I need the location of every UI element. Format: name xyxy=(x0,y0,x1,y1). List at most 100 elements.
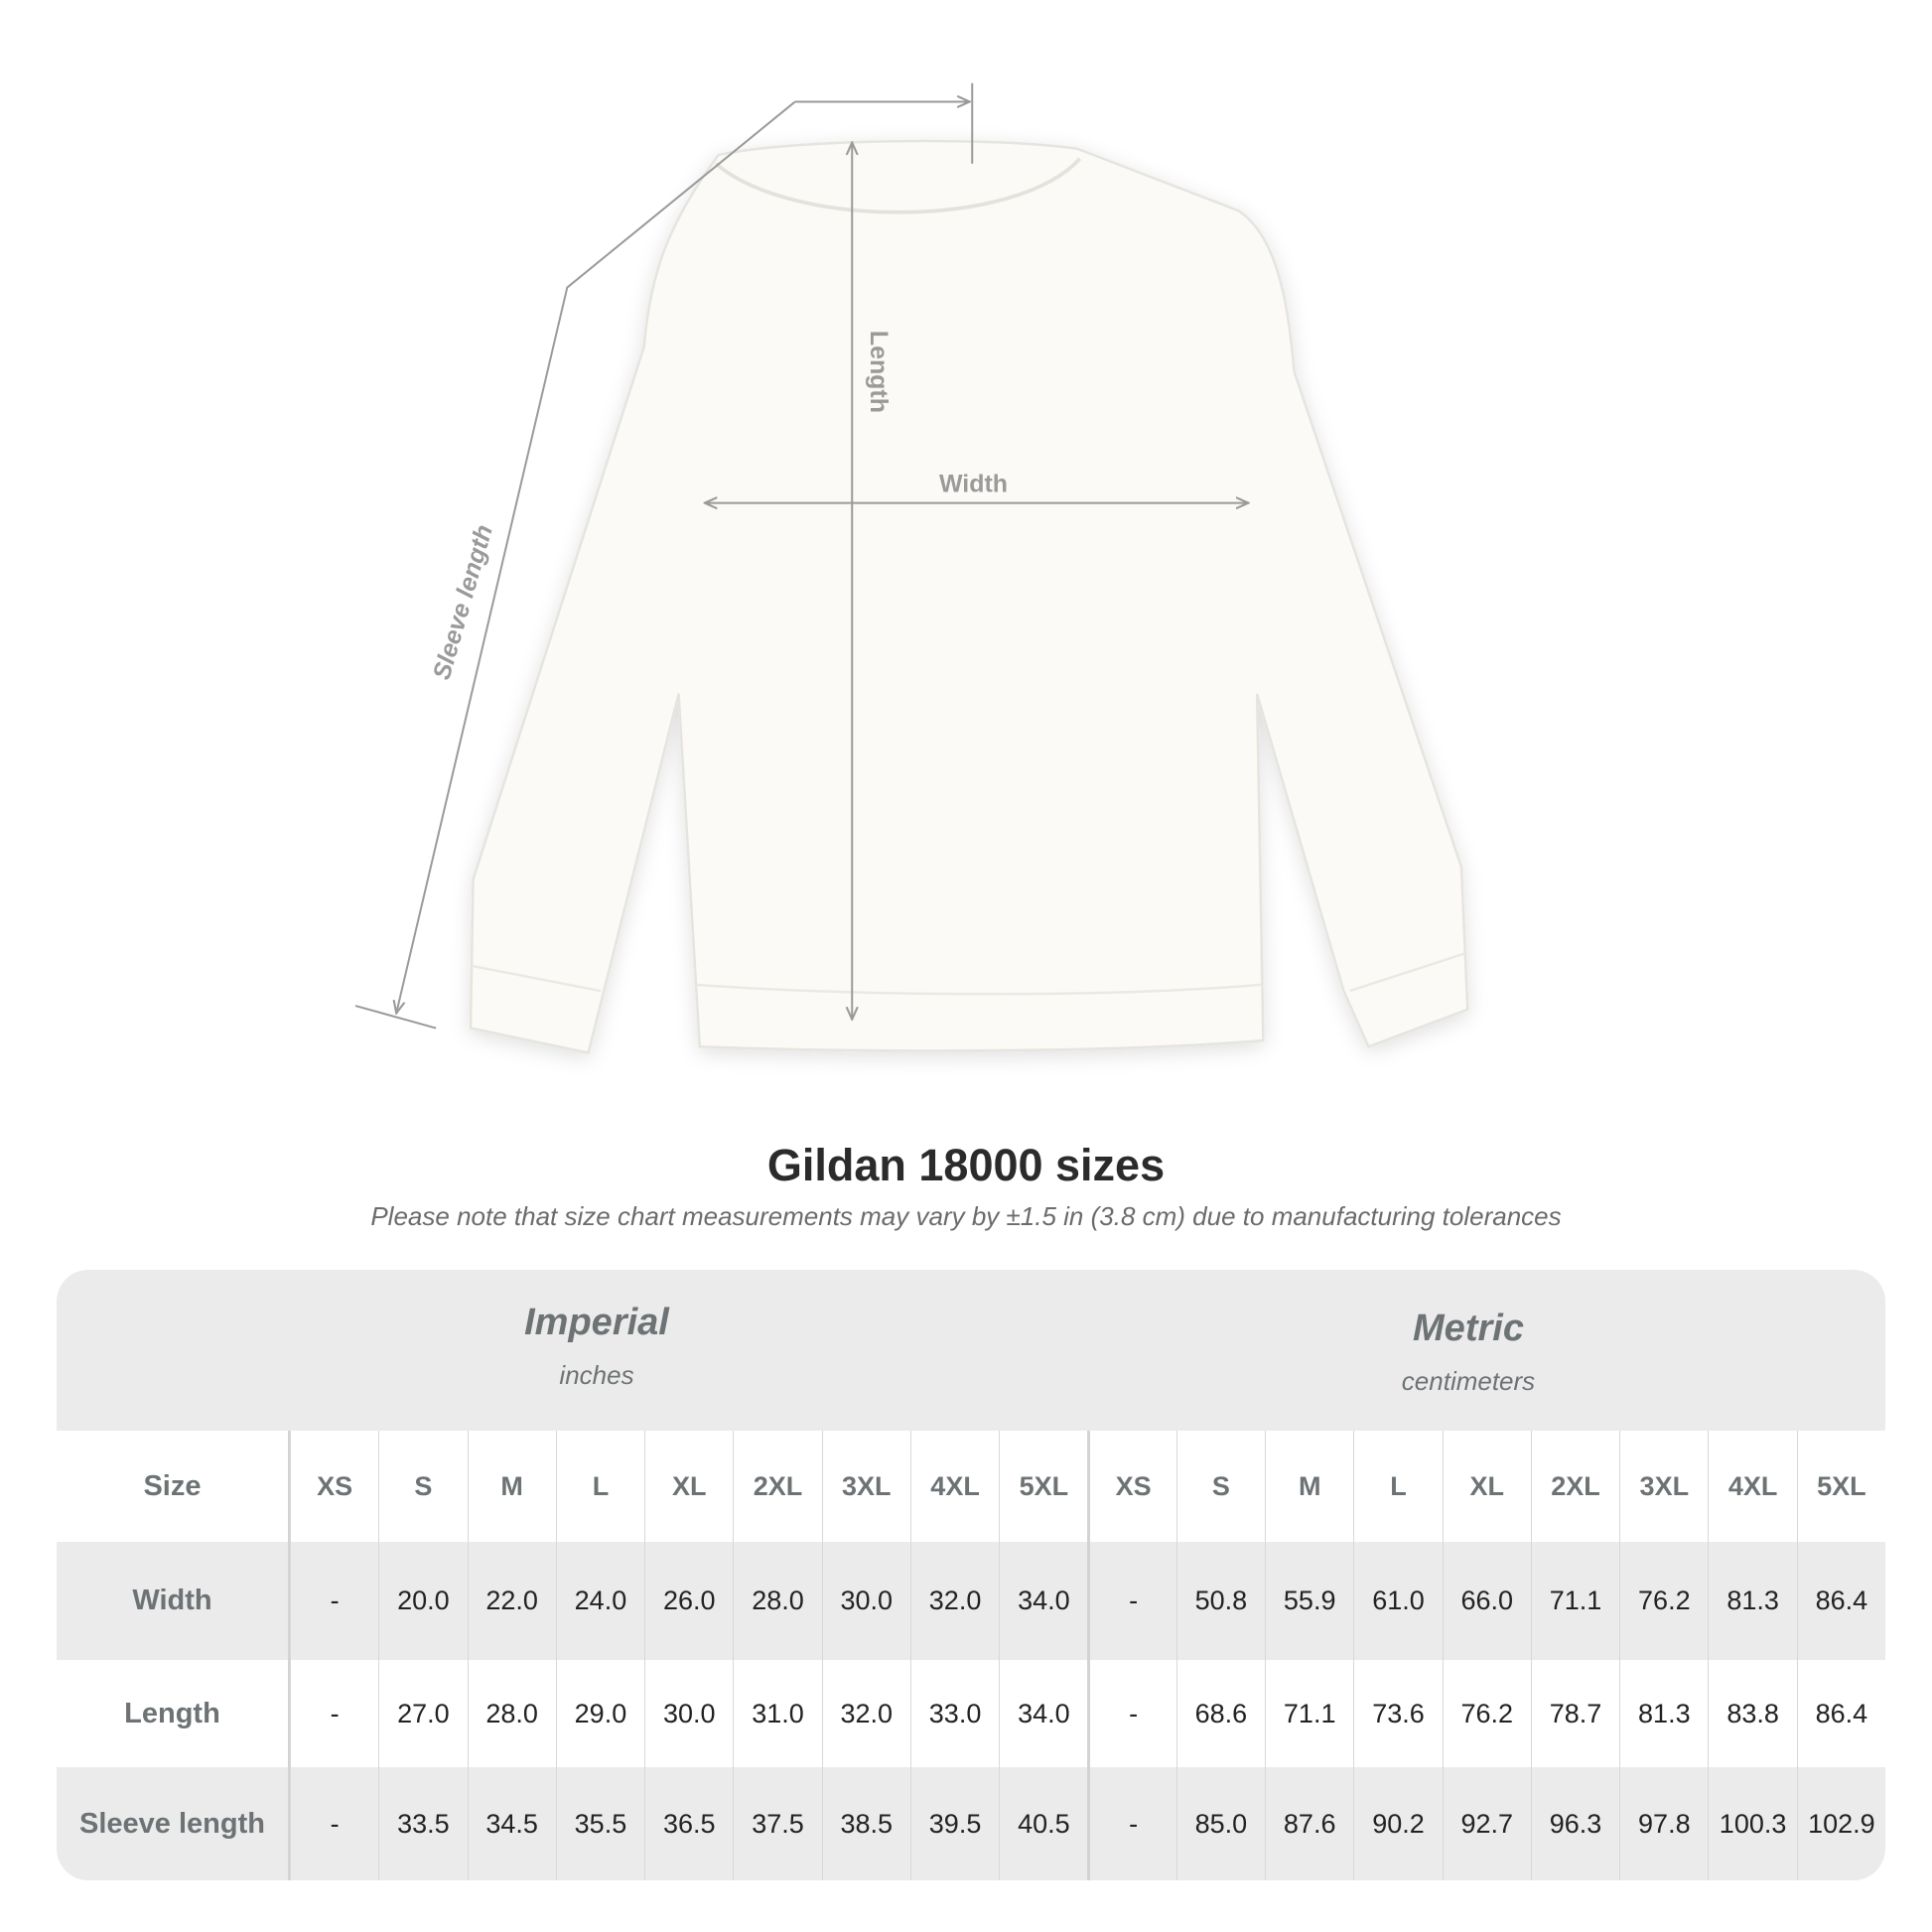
imperial-size-5xl: 5XL xyxy=(999,1431,1087,1542)
metric-value: 73.6 xyxy=(1353,1660,1442,1767)
metric-value: 83.8 xyxy=(1708,1660,1796,1767)
size-table: Imperial inches Metric centimeters Size X… xyxy=(57,1270,1885,1880)
imperial-size-xs: XS xyxy=(289,1431,378,1542)
imperial-value: - xyxy=(289,1542,378,1660)
size-header-row: Size XS S M L XL 2XL 3XL 4XL 5XL XS S M L XL 2XL 3XL 4XL 5… xyxy=(57,1431,1885,1542)
imperial-size-m: M xyxy=(467,1431,556,1542)
metric-value: - xyxy=(1087,1542,1175,1660)
imperial-value: 32.0 xyxy=(909,1542,999,1660)
metric-value: 71.1 xyxy=(1530,1542,1619,1660)
imperial-size-l: L xyxy=(555,1431,644,1542)
metric-value: 97.8 xyxy=(1619,1767,1708,1880)
table-row: Sleeve length -33.5 34.5 35.5 36.5 37.5 38.5 39… xyxy=(57,1767,1885,1880)
imperial-size-s: S xyxy=(378,1431,467,1542)
imperial-value: 36.5 xyxy=(644,1767,733,1880)
row-label: Length xyxy=(57,1660,290,1767)
size-label: Size xyxy=(57,1431,290,1542)
metric-value: 76.2 xyxy=(1619,1542,1708,1660)
collar xyxy=(714,157,1082,214)
imperial-value: 33.5 xyxy=(378,1767,467,1880)
imperial-size-3xl: 3XL xyxy=(821,1431,910,1542)
row-label: Sleeve length xyxy=(57,1767,290,1880)
metric-value: 81.3 xyxy=(1708,1542,1796,1660)
metric-value: 86.4 xyxy=(1796,1660,1885,1767)
metric-size-4xl: 4XL xyxy=(1708,1431,1796,1542)
metric-value: 86.4 xyxy=(1796,1542,1885,1660)
imperial-value: 30.0 xyxy=(644,1660,733,1767)
metric-value: 102.9 xyxy=(1796,1767,1885,1880)
imperial-value: 20.0 xyxy=(378,1542,467,1660)
metric-size-m: M xyxy=(1265,1431,1353,1542)
metric-value: 85.0 xyxy=(1175,1767,1265,1880)
metric-size-s: S xyxy=(1175,1431,1265,1542)
table-row: Width -20.0 22.0 24.0 26.0 28.0 30.0 32.0 34.0-5… xyxy=(57,1542,1885,1660)
sleeve-length-label: Sleeve length xyxy=(428,522,498,683)
length-label: Length xyxy=(865,331,893,413)
imperial-value: 28.0 xyxy=(733,1542,821,1660)
imperial-value: - xyxy=(289,1660,378,1767)
imperial-value: - xyxy=(289,1767,378,1880)
metric-value: 76.2 xyxy=(1442,1660,1531,1767)
metric-value: - xyxy=(1087,1767,1175,1880)
imperial-header: Imperial inches xyxy=(398,1302,795,1391)
imperial-value: 39.5 xyxy=(909,1767,999,1880)
metric-unit: centimeters xyxy=(1401,1366,1536,1396)
imperial-value: 38.5 xyxy=(821,1767,910,1880)
imperial-size-4xl: 4XL xyxy=(909,1431,999,1542)
metric-value: 96.3 xyxy=(1530,1767,1619,1880)
imperial-value: 27.0 xyxy=(378,1660,467,1767)
imperial-value: 35.5 xyxy=(555,1767,644,1880)
metric-size-5xl: 5XL xyxy=(1796,1431,1885,1542)
metric-value: - xyxy=(1087,1660,1175,1767)
metric-value: 87.6 xyxy=(1265,1767,1353,1880)
imperial-value: 40.5 xyxy=(999,1767,1087,1880)
metric-value: 68.6 xyxy=(1175,1660,1265,1767)
imperial-value: 37.5 xyxy=(733,1767,821,1880)
imperial-size-xl: XL xyxy=(644,1431,733,1542)
imperial-value: 32.0 xyxy=(821,1660,910,1767)
imperial-value: 34.0 xyxy=(999,1660,1087,1767)
metric-value: 55.9 xyxy=(1265,1542,1353,1660)
sleeve-line xyxy=(396,100,796,1013)
metric-size-2xl: 2XL xyxy=(1530,1431,1619,1542)
imperial-value: 34.0 xyxy=(999,1542,1087,1660)
sweatshirt-illustration: Length Width Sleeve length xyxy=(354,82,1469,1054)
metric-value: 78.7 xyxy=(1530,1660,1619,1767)
imperial-value: 28.0 xyxy=(467,1660,556,1767)
table-header: Imperial inches Metric centimeters xyxy=(57,1270,1885,1431)
metric-size-xl: XL xyxy=(1442,1431,1531,1542)
metric-title: Metric xyxy=(1413,1308,1524,1349)
metric-value: 71.1 xyxy=(1265,1660,1353,1767)
cuff-right xyxy=(1349,952,1464,993)
tolerance-note: Please note that size chart measurements… xyxy=(370,1201,1562,1231)
imperial-value: 34.5 xyxy=(467,1767,556,1880)
metric-size-xs: XS xyxy=(1087,1431,1175,1542)
imperial-value: 26.0 xyxy=(644,1542,733,1660)
imperial-value: 30.0 xyxy=(821,1542,910,1660)
cuff-left xyxy=(473,964,602,993)
imperial-unit: inches xyxy=(559,1360,634,1390)
imperial-value: 33.0 xyxy=(909,1660,999,1767)
sweatshirt xyxy=(469,139,1469,1054)
metric-value: 90.2 xyxy=(1353,1767,1442,1880)
metric-value: 92.7 xyxy=(1442,1767,1531,1880)
metric-value: 61.0 xyxy=(1353,1542,1442,1660)
imperial-size-2xl: 2XL xyxy=(733,1431,821,1542)
metric-value: 50.8 xyxy=(1175,1542,1265,1660)
metric-size-l: L xyxy=(1353,1431,1442,1542)
table-row: Length -27.0 28.0 29.0 30.0 31.0 32.0 33.0 34.0-… xyxy=(57,1660,1885,1767)
metric-size-3xl: 3XL xyxy=(1619,1431,1708,1542)
imperial-value: 29.0 xyxy=(555,1660,644,1767)
imperial-value: 31.0 xyxy=(733,1660,821,1767)
imperial-title: Imperial xyxy=(524,1302,669,1343)
hem-rib xyxy=(695,983,1261,996)
sleeve-tick-bottom xyxy=(354,1005,437,1030)
metric-value: 100.3 xyxy=(1708,1767,1796,1880)
metric-header: Metric centimeters xyxy=(1270,1308,1667,1397)
imperial-value: 24.0 xyxy=(555,1542,644,1660)
page-title: Gildan 18000 sizes xyxy=(766,1140,1166,1190)
imperial-value: 22.0 xyxy=(467,1542,556,1660)
row-label: Width xyxy=(57,1542,290,1660)
metric-value: 66.0 xyxy=(1442,1542,1531,1660)
metric-value: 81.3 xyxy=(1619,1660,1708,1767)
